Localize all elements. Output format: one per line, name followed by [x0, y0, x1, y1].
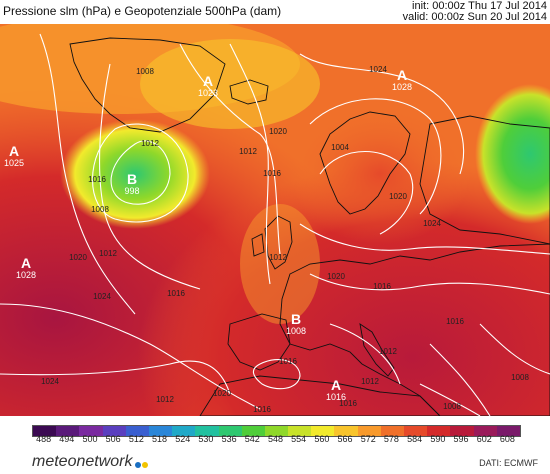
colorbar-label: 530	[198, 434, 214, 444]
isobar-label: 1012	[379, 347, 397, 356]
high-pressure-center: A	[397, 67, 407, 83]
isobar-labels: 1008 1012 1016 1020 1024 1012 1016 1008 1020 1024…	[41, 65, 529, 414]
isobar-label: 1012	[361, 377, 379, 386]
map-title: Pressione slm (hPa) e Geopotenziale 500h…	[3, 4, 282, 18]
colorbar-labels: 488 494 500 506 512 518 524 530 536 542 548 554 560 5…	[32, 434, 519, 448]
colorbar-label: 554	[291, 434, 307, 444]
isobar-label: 1012	[141, 139, 159, 148]
colorbar-cell	[102, 426, 126, 436]
isobar-label: 1008	[443, 402, 461, 411]
high-pressure-center: A	[203, 73, 213, 89]
colorbar-label: 536	[221, 434, 237, 444]
colorbar-label: 488	[36, 434, 52, 444]
colorbar-cell	[125, 426, 149, 436]
isobar-label: 1020	[69, 253, 87, 262]
isobar-label: 1020	[269, 127, 287, 136]
isobar-lines	[0, 33, 550, 416]
pressure-center-value: 1016	[326, 392, 346, 402]
isobar-label: 1008	[91, 205, 109, 214]
colorbar-cell	[380, 426, 404, 436]
colorbar-label: 596	[453, 434, 469, 444]
isobar-label: 1024	[41, 377, 59, 386]
pressure-center-value: 1025	[4, 158, 24, 168]
isobar-label: 1016	[446, 317, 464, 326]
colorbar-cell	[264, 426, 289, 436]
isobar-label: 1024	[93, 292, 111, 301]
colorbar-cell	[33, 426, 57, 436]
colorbar-cell	[334, 426, 358, 436]
data-credit: DATI: ECMWF	[479, 458, 538, 468]
isobar-label: 1024	[423, 219, 441, 228]
colorbar-cell	[357, 426, 381, 436]
colorbar-label: 566	[337, 434, 353, 444]
isobar-label: 1016	[167, 289, 185, 298]
isobar-label: 1020	[389, 192, 407, 201]
isobar-label: 1016	[88, 175, 106, 184]
colorbar-cell	[473, 426, 497, 436]
colorbar-label: 512	[128, 434, 144, 444]
pressure-center-value: 1008	[286, 326, 306, 336]
colorbar-label: 524	[175, 434, 191, 444]
pressure-center-value: 1028	[392, 82, 412, 92]
isobar-label: 1016	[253, 405, 271, 414]
colorbar-label: 506	[105, 434, 121, 444]
colorbar-label: 572	[360, 434, 376, 444]
init-time: init: 00:00z Thu 17 Jul 2014	[412, 0, 547, 12]
isobar-label: 1008	[511, 373, 529, 382]
isobar-label: 1012	[156, 395, 174, 404]
isobar-label: 1004	[331, 143, 349, 152]
isobar-label: 1024	[369, 65, 387, 74]
isobar-label: 1008	[136, 67, 154, 76]
colorbar-cell	[56, 426, 80, 436]
colorbar-cell	[148, 426, 173, 436]
pressure-center-value: 998	[124, 186, 139, 196]
pressure-center-value: 1023	[198, 88, 218, 98]
colorbar-label: 590	[430, 434, 446, 444]
pressure-center-value: 1028	[16, 270, 36, 280]
colorbar-cell	[427, 426, 451, 436]
isobar-label: 1016	[373, 282, 391, 291]
colorbar-label: 542	[244, 434, 260, 444]
isobar-label: 1016	[339, 399, 357, 408]
high-pressure-center: A	[331, 377, 341, 393]
valid-time: valid: 00:00z Sun 20 Jul 2014	[402, 11, 547, 23]
header: Pressione slm (hPa) e Geopotenziale 500h…	[0, 0, 550, 24]
colorbar-cell	[404, 426, 428, 436]
colorbar-label: 494	[59, 434, 75, 444]
colorbar-cell	[195, 426, 219, 436]
high-pressure-center: A	[9, 143, 19, 159]
weather-map: 1008 1012 1016 1020 1024 1012 1016 1008 1020 1024…	[0, 24, 550, 416]
colorbar-label: 500	[82, 434, 98, 444]
low-pressure-center: B	[127, 171, 137, 187]
colorbar-cell	[172, 426, 196, 436]
isobar-label: 1020	[327, 272, 345, 281]
colorbar-cell	[311, 426, 335, 436]
colorbar-label: 584	[407, 434, 423, 444]
colorbar-cell	[450, 426, 474, 436]
colorbar-cell	[79, 426, 103, 436]
colorbar-label: 518	[152, 434, 168, 444]
logo-dots-icon	[135, 455, 149, 473]
isobar-label: 1012	[239, 147, 257, 156]
colorbar-label: 578	[383, 434, 399, 444]
coastlines	[69, 37, 550, 416]
colorbar-cell	[288, 426, 312, 436]
meteonetwork-logo: meteonetwork	[32, 453, 133, 470]
colorbar-label: 602	[476, 434, 492, 444]
high-pressure-center: A	[21, 255, 31, 271]
low-pressure-center: B	[291, 311, 301, 327]
isobar-label: 1012	[269, 253, 287, 262]
colorbar-cell	[218, 426, 242, 436]
colorbar	[32, 425, 521, 437]
colorbar-label: 548	[267, 434, 284, 444]
isobar-label: 1016	[279, 357, 297, 366]
isobar-label: 1016	[263, 169, 281, 178]
colorbar-cell	[241, 426, 265, 436]
isobar-label: 1020	[213, 389, 231, 398]
colorbar-label: 560	[314, 434, 330, 444]
colorbar-label: 608	[499, 434, 515, 444]
colorbar-cell	[496, 426, 520, 436]
isobar-label: 1012	[99, 249, 117, 258]
